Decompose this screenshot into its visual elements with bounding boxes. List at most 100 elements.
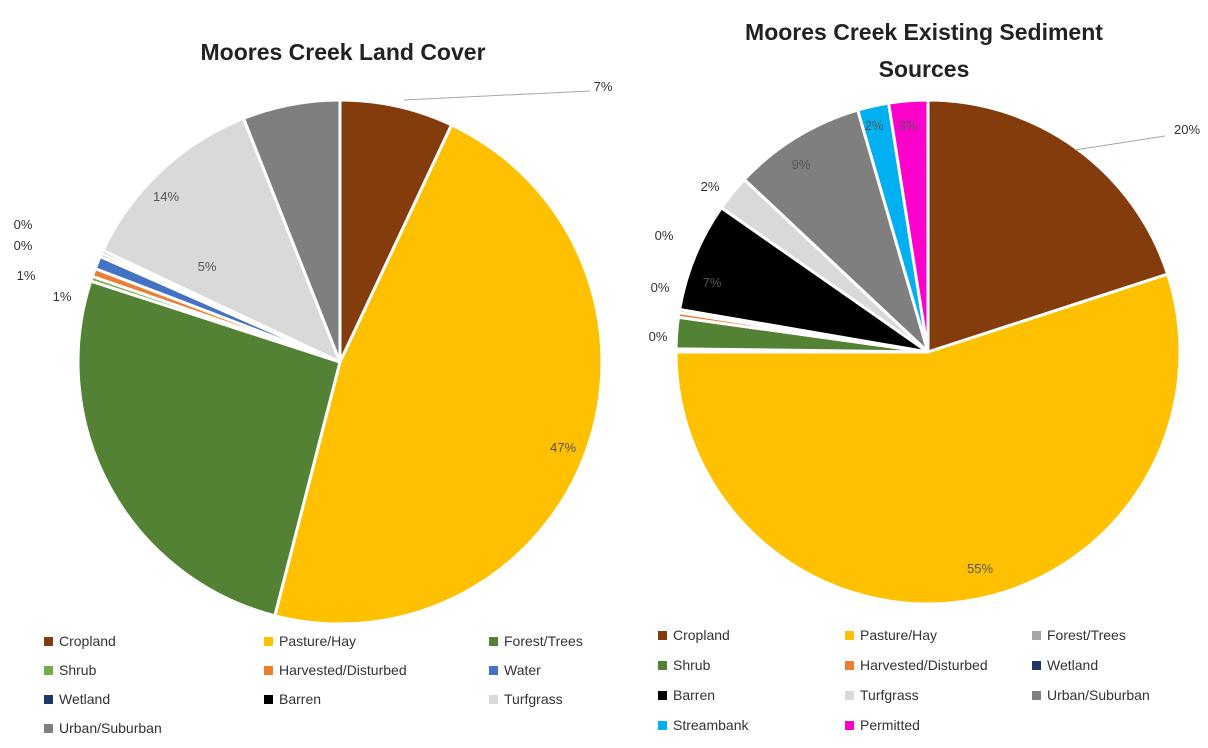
legend-swatch-wetland xyxy=(44,695,53,704)
legend-swatch-shrub xyxy=(44,666,53,675)
legend-label-urban-suburban: Urban/Suburban xyxy=(1047,687,1150,703)
legend-swatch-pasture-hay xyxy=(264,637,273,646)
legend-item-forest-trees: Forest/Trees xyxy=(1032,627,1126,643)
legend-label-pasture-hay: Pasture/Hay xyxy=(860,627,937,643)
data-label-pasture-hay: 47% xyxy=(550,440,576,455)
legend-item-pasture-hay: Pasture/Hay xyxy=(264,633,356,649)
legend-item-turfgrass: Turfgrass xyxy=(489,691,563,707)
data-label-pasture-hay: 55% xyxy=(967,561,993,576)
legend-swatch-harvested-disturbed xyxy=(264,666,273,675)
legend-swatch-streambank xyxy=(658,721,667,730)
legend-label-wetland: Wetland xyxy=(1047,657,1098,673)
legend-swatch-urban-suburban xyxy=(1032,691,1041,700)
legend-swatch-turfgrass xyxy=(489,695,498,704)
pie-slice-pasture-hay xyxy=(273,123,604,626)
legend-swatch-water xyxy=(489,666,498,675)
legend-item-urban-suburban: Urban/Suburban xyxy=(1032,687,1150,703)
legend-swatch-pasture-hay xyxy=(845,631,854,640)
land-cover-data-labels: 7% 47% 1% 1% 0% 0% 14% 5% xyxy=(14,79,613,455)
legend-swatch-turfgrass xyxy=(845,691,854,700)
data-label-wetland: 0% xyxy=(14,238,33,253)
legend-swatch-barren xyxy=(658,691,667,700)
legend-item-barren: Barren xyxy=(264,691,321,707)
legend-label-permitted: Permitted xyxy=(860,717,920,733)
pie-slice-cropland xyxy=(338,98,454,364)
land-cover-chart: Moores Creek Land Cover 7% 47% 1% 1% 0% 0% 14%… xyxy=(14,39,613,736)
land-cover-title: Moores Creek Land Cover xyxy=(200,39,485,65)
legend-swatch-urban-suburban xyxy=(44,724,53,733)
pie-slice-permitted xyxy=(887,98,930,354)
land-cover-pie xyxy=(76,98,604,626)
legend-label-forest-trees: Forest/Trees xyxy=(1047,627,1126,643)
legend-swatch-cropland xyxy=(44,637,53,646)
legend-swatch-shrub xyxy=(658,661,667,670)
data-label-water: 1% xyxy=(17,268,36,283)
legend-item-barren: Barren xyxy=(658,687,715,703)
legend-label-wetland: Wetland xyxy=(59,691,110,707)
legend-label-barren: Barren xyxy=(279,691,321,707)
data-label-permitted: 3% xyxy=(899,118,918,133)
data-label-streambank: 2% xyxy=(865,118,884,133)
legend-label-turfgrass: Turfgrass xyxy=(504,691,563,707)
legend-label-harvested-disturbed: Harvested/Disturbed xyxy=(279,662,407,678)
data-label-harvested-disturbed: 1% xyxy=(53,289,72,304)
data-label-barren: 7% xyxy=(703,275,722,290)
pie-slice-pasture-hay xyxy=(674,272,1182,606)
legend-item-urban-suburban: Urban/Suburban xyxy=(44,720,162,736)
data-label-cropland: 7% xyxy=(594,79,613,94)
legend-item-water: Water xyxy=(489,662,541,678)
pie-slice-cropland xyxy=(926,98,1170,354)
legend-swatch-wetland xyxy=(1032,661,1041,670)
pie-slice-urban-suburban xyxy=(742,108,930,354)
legend-label-forest-trees: Forest/Trees xyxy=(504,633,583,649)
legend-label-shrub: Shrub xyxy=(59,662,97,678)
legend-item-cropland: Cropland xyxy=(44,633,116,649)
data-label-cropland: 20% xyxy=(1174,122,1200,137)
legend-label-urban-suburban: Urban/Suburban xyxy=(59,720,162,736)
pie-slice-forest-trees xyxy=(76,279,342,618)
data-label-harvested-disturbed: 0% xyxy=(651,280,670,295)
legend-label-pasture-hay: Pasture/Hay xyxy=(279,633,356,649)
legend-item-cropland: Cropland xyxy=(658,627,730,643)
data-label-barren: 0% xyxy=(14,217,33,232)
sediment-sources-chart: Moores Creek Existing Sediment Sources 2… xyxy=(649,19,1201,733)
sediment-title-line-2: Sources xyxy=(879,56,970,82)
legend-swatch-forest-trees xyxy=(1032,631,1041,640)
data-label-turfgrass: 2% xyxy=(701,179,720,194)
sediment-pie xyxy=(674,98,1182,606)
legend-item-permitted: Permitted xyxy=(845,717,920,733)
leader-line-cropland xyxy=(403,90,591,101)
legend-label-cropland: Cropland xyxy=(673,627,730,643)
legend-item-turfgrass: Turfgrass xyxy=(845,687,919,703)
legend-label-turfgrass: Turfgrass xyxy=(860,687,919,703)
pie-slice-urban-suburban xyxy=(242,98,342,364)
legend-item-forest-trees: Forest/Trees xyxy=(489,633,583,649)
legend-item-wetland: Wetland xyxy=(1032,657,1098,673)
data-label-urban-suburban: 5% xyxy=(198,259,217,274)
data-label-urban-suburban: 9% xyxy=(792,157,811,172)
legend-label-streambank: Streambank xyxy=(673,717,749,733)
sediment-title-line-1: Moores Creek Existing Sediment xyxy=(745,19,1103,45)
legend-item-streambank: Streambank xyxy=(658,717,749,733)
sediment-data-labels: 20% 55% 0% 0% 0% 7% 2% 9% 2% 3% xyxy=(649,118,1201,576)
legend-item-shrub: Shrub xyxy=(44,662,97,678)
legend-item-pasture-hay: Pasture/Hay xyxy=(845,627,937,643)
data-label-shrub: 0% xyxy=(649,329,668,344)
legend-label-harvested-disturbed: Harvested/Disturbed xyxy=(860,657,988,673)
legend-swatch-barren xyxy=(264,695,273,704)
leader-line-cropland xyxy=(1074,135,1166,151)
land-cover-legend: Cropland Pasture/Hay Forest/Trees Shrub Harv… xyxy=(44,633,583,736)
legend-swatch-harvested-disturbed xyxy=(845,661,854,670)
legend-label-barren: Barren xyxy=(673,687,715,703)
pie-slice-turfgrass xyxy=(101,116,342,364)
legend-label-shrub: Shrub xyxy=(673,657,711,673)
legend-label-cropland: Cropland xyxy=(59,633,116,649)
legend-label-water: Water xyxy=(504,662,541,678)
sediment-legend: Cropland Pasture/Hay Forest/Trees Shrub Harv… xyxy=(658,627,1150,733)
legend-item-wetland: Wetland xyxy=(44,691,110,707)
legend-item-harvested-disturbed: Harvested/Disturbed xyxy=(264,662,407,678)
legend-swatch-forest-trees xyxy=(489,637,498,646)
pie-slice-barren xyxy=(678,206,930,354)
data-label-turfgrass: 14% xyxy=(153,189,179,204)
